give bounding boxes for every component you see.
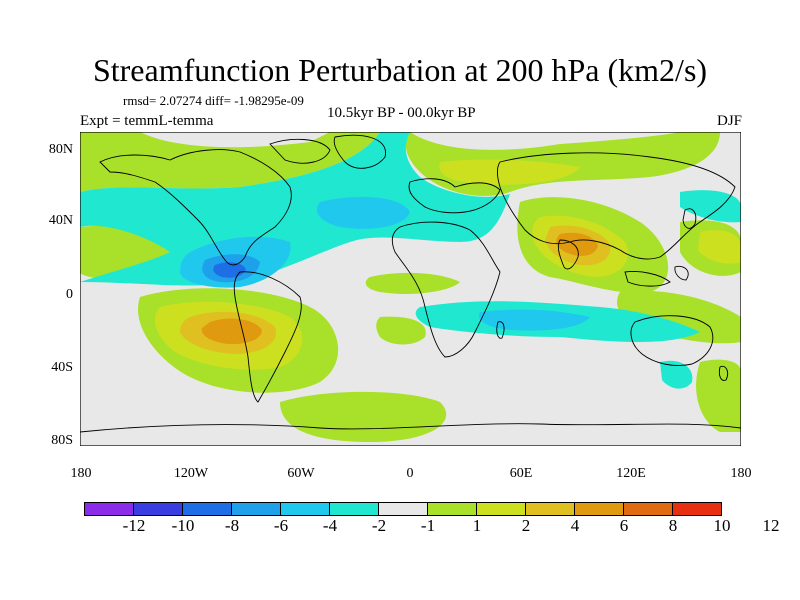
- x-tick-180e: 180: [730, 466, 752, 481]
- y-tick-80s: 80S: [51, 433, 73, 448]
- streamfunction-map: [80, 132, 741, 446]
- y-tick-0: 0: [66, 287, 73, 302]
- colorbar-label: -2: [371, 516, 387, 535]
- colorbar-swatch: [574, 502, 624, 516]
- colorbar-swatch: [378, 502, 428, 516]
- colorbar-swatch: [329, 502, 379, 516]
- x-tick-0: 0: [406, 466, 414, 481]
- colorbar-swatch: [231, 502, 281, 516]
- colorbar-label: 12: [762, 516, 780, 535]
- coastlines: [80, 134, 741, 433]
- experiment-label: Expt = temmL-temma: [80, 113, 214, 129]
- y-tick-40n: 40N: [48, 213, 73, 228]
- x-tick-120e: 120E: [616, 466, 646, 481]
- plot-title: Streamfunction Perturbation at 200 hPa (…: [92, 52, 708, 88]
- season-label: DJF: [716, 113, 742, 129]
- colorbar-swatch: [427, 502, 477, 516]
- colorbar-label: 8: [668, 516, 678, 535]
- colorbar-label: -8: [224, 516, 240, 535]
- colorbar-swatch: [133, 502, 183, 516]
- colorbar-label: 4: [570, 516, 580, 535]
- colorbar-swatch: [182, 502, 232, 516]
- colorbar-swatch: [672, 502, 722, 516]
- colorbar-label: -1: [420, 516, 436, 535]
- x-tick-60w: 60W: [287, 466, 315, 481]
- colorbar-label: -6: [273, 516, 289, 535]
- x-tick-60e: 60E: [509, 466, 533, 481]
- colorbar-swatch: [280, 502, 330, 516]
- colorbar-label: 2: [521, 516, 531, 535]
- colorbar-swatch: [525, 502, 575, 516]
- colorbar-label: 10: [713, 516, 731, 535]
- negative-contours-4: [213, 262, 246, 278]
- colorbar-swatch: [623, 502, 673, 516]
- colorbar-label: 1: [472, 516, 482, 535]
- colorbar-label: -10: [171, 516, 195, 535]
- y-tick-80n: 80N: [48, 142, 73, 157]
- colorbar: [84, 502, 722, 516]
- colorbar-label: 6: [619, 516, 629, 535]
- colorbar-swatch: [84, 502, 134, 516]
- colorbar-label: -4: [322, 516, 338, 535]
- positive-contours-4: [201, 232, 598, 345]
- y-tick-40s: 40S: [51, 360, 73, 375]
- stats-line: rmsd= 2.07274 diff= -1.98295e-09: [123, 93, 304, 108]
- x-tick-120w: 120W: [173, 466, 209, 481]
- period-label: 10.5kyr BP - 00.0kyr BP: [327, 105, 476, 121]
- colorbar-label: -12: [122, 516, 146, 535]
- x-tick-180w: 180: [70, 466, 92, 481]
- colorbar-swatch: [476, 502, 526, 516]
